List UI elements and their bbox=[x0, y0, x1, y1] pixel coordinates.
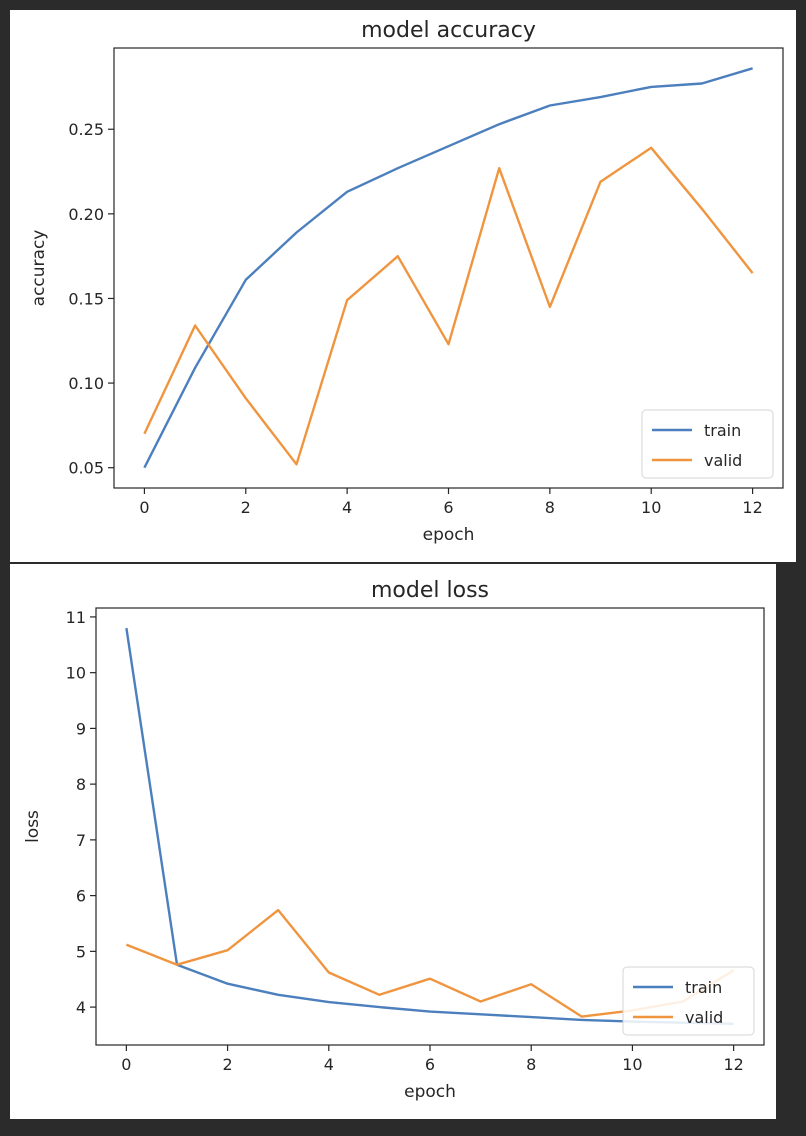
loss-series-train-line bbox=[125, 627, 734, 1025]
loss-ylabel: loss bbox=[23, 810, 43, 843]
loss-xtick-label: 6 bbox=[425, 1055, 435, 1074]
accuracy-xtick-label: 8 bbox=[545, 498, 555, 517]
accuracy-xlabel: epoch bbox=[423, 525, 475, 545]
accuracy-ytick-label: 0.25 bbox=[68, 120, 104, 139]
accuracy-xtick-label: 10 bbox=[641, 498, 661, 517]
loss-ytick-label: 6 bbox=[76, 887, 86, 906]
loss-xlabel: epoch bbox=[404, 1082, 456, 1102]
loss-ytick-label: 10 bbox=[66, 664, 86, 683]
loss-xtick-label: 10 bbox=[622, 1055, 642, 1074]
accuracy-ytick-label: 0.10 bbox=[68, 374, 104, 393]
accuracy-series-train-line bbox=[143, 67, 753, 469]
loss-xtick-label: 2 bbox=[222, 1055, 232, 1074]
accuracy-xtick-label: 6 bbox=[443, 498, 453, 517]
loss-ytick-label: 7 bbox=[76, 831, 86, 850]
loss-chart-panel: model loss 0 2 4 6 8 10 12 4 5 6 7 8 9 10 11 epoch loss tr… bbox=[10, 564, 776, 1119]
loss-ytick-label: 11 bbox=[66, 608, 86, 627]
loss-chart: model loss 0 2 4 6 8 10 12 4 5 6 7 8 9 10 11 epoch loss tr… bbox=[23, 578, 765, 1102]
accuracy-series-valid-line bbox=[143, 146, 754, 466]
loss-xtick-label: 0 bbox=[121, 1055, 131, 1074]
loss-legend: train valid bbox=[622, 966, 755, 1036]
accuracy-xtick-label: 2 bbox=[241, 498, 251, 517]
accuracy-xtick-label: 12 bbox=[742, 498, 762, 517]
accuracy-ytick-label: 0.15 bbox=[68, 289, 104, 308]
accuracy-xtick-label: 4 bbox=[342, 498, 352, 517]
accuracy-title: model accuracy bbox=[361, 18, 536, 43]
loss-ytick-label: 9 bbox=[76, 719, 86, 738]
accuracy-chart: model accuracy 0 2 4 6 8 10 12 0.05 0.10 0.15 0.20 0… bbox=[29, 18, 784, 545]
loss-ytick-label: 5 bbox=[76, 942, 86, 961]
accuracy-xtick-label: 0 bbox=[139, 498, 149, 517]
accuracy-legend-label-train: train bbox=[704, 421, 741, 440]
accuracy-legend-label-valid: valid bbox=[704, 451, 742, 470]
loss-ytick-label: 4 bbox=[76, 998, 86, 1017]
loss-xtick-label: 4 bbox=[324, 1055, 334, 1074]
accuracy-ytick-label: 0.20 bbox=[68, 205, 104, 224]
accuracy-legend: train valid bbox=[641, 409, 774, 479]
accuracy-ytick-label: 0.05 bbox=[68, 459, 104, 478]
loss-xtick-label: 8 bbox=[526, 1055, 536, 1074]
loss-ytick-label: 8 bbox=[76, 775, 86, 794]
accuracy-chart-panel: model accuracy 0 2 4 6 8 10 12 0.05 0.10 0.15 0.20 0… bbox=[10, 10, 796, 562]
loss-xtick-label: 12 bbox=[723, 1055, 743, 1074]
loss-legend-label-train: train bbox=[685, 978, 722, 997]
loss-title: model loss bbox=[371, 578, 489, 603]
loss-legend-label-valid: valid bbox=[685, 1008, 723, 1027]
accuracy-ylabel: accuracy bbox=[29, 230, 49, 307]
